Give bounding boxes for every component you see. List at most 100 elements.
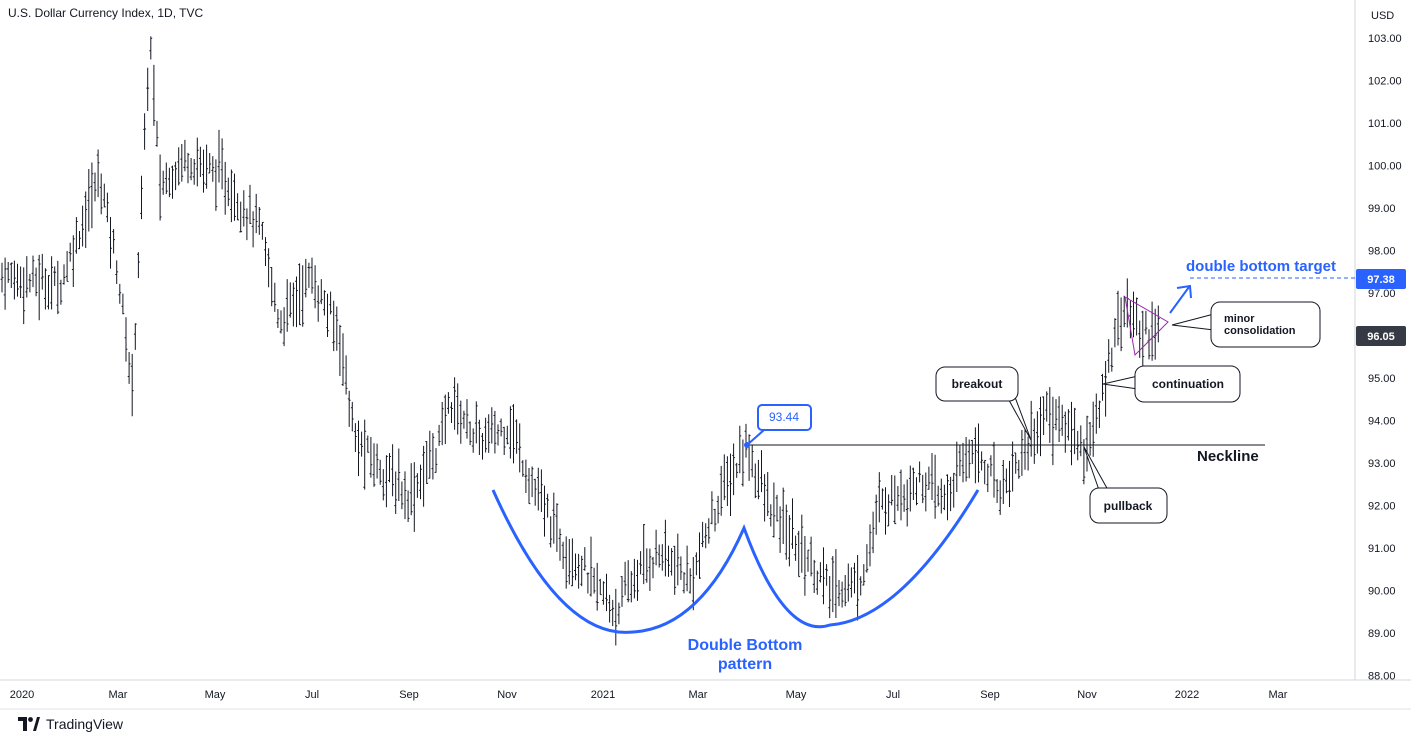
price-bar [1156, 305, 1160, 343]
minor-consolidation-pointer [1171, 313, 1215, 331]
price-bar [1110, 347, 1114, 372]
price-bar [478, 419, 481, 456]
price-bar [664, 519, 667, 577]
price-bar [992, 441, 996, 498]
price-bar [205, 144, 208, 189]
price-tick-label: 103.00 [1368, 33, 1402, 45]
price-bar [9, 262, 13, 289]
price-bar [1141, 310, 1145, 367]
price-bar [462, 410, 466, 429]
price-bar [195, 137, 199, 187]
price-bar [602, 581, 605, 605]
price-bar [1001, 459, 1005, 505]
price-bar [540, 469, 543, 513]
price-bar [106, 192, 109, 223]
price-bar [459, 400, 463, 444]
time-axis[interactable]: 2020 Mar May Jul Sep Nov 2021 Mar May Jul Sep Nov 20… [10, 689, 1288, 701]
price-bar [143, 113, 146, 150]
price-bar [561, 541, 565, 569]
peak-callout: 93.44 [744, 404, 812, 448]
price-bar [239, 201, 243, 233]
minor-consolidation-callout: minor consolidation [1171, 301, 1321, 348]
price-bar [1048, 387, 1052, 443]
price-bar [214, 159, 218, 211]
price-tick-label: 102.00 [1368, 76, 1402, 88]
price-bar [226, 177, 230, 207]
price-bar [53, 266, 57, 286]
tradingview-logo[interactable]: TradingView [18, 716, 123, 732]
price-bar [419, 464, 422, 500]
price-bar [447, 392, 450, 414]
price-bar [363, 419, 367, 490]
price-bar [180, 143, 184, 182]
price-bar [37, 254, 41, 321]
price-bar [651, 556, 655, 579]
price-bar [161, 170, 165, 195]
price-bar [629, 571, 633, 603]
price-bar [673, 545, 677, 595]
price-bar [896, 485, 900, 511]
price-bar [1017, 459, 1021, 479]
price-bar [812, 559, 816, 594]
price-bar [834, 549, 838, 618]
price-bar [341, 333, 345, 386]
price-bar [1045, 391, 1049, 422]
price-bar [614, 588, 618, 646]
price-bar [713, 508, 717, 532]
price-bar [974, 427, 977, 484]
price-bar [871, 511, 875, 554]
price-bar [357, 420, 360, 477]
price-axis[interactable]: 103.00 102.00 101.00 100.00 99.00 98.00 97.00 9… [1368, 33, 1402, 683]
price-bar [887, 494, 890, 527]
price-bar [564, 536, 568, 589]
price-bar [840, 581, 844, 608]
price-bar [329, 291, 332, 315]
price-bar [425, 441, 429, 485]
price-bar [639, 551, 642, 575]
price-bar [124, 317, 128, 362]
price-bar [391, 444, 394, 497]
price-bar [335, 306, 339, 351]
price-bar [961, 442, 965, 483]
price-bar [552, 492, 556, 544]
price-bar [766, 471, 770, 517]
price-bar [998, 480, 1002, 515]
price-bar [521, 460, 525, 477]
price-bar [369, 436, 373, 478]
price-bar [220, 138, 224, 190]
price-bar [930, 453, 934, 500]
price-bar [983, 459, 987, 485]
price-bar [276, 309, 280, 328]
price-tick-label: 100.00 [1368, 161, 1402, 173]
price-bar [1085, 415, 1089, 472]
price-bar [952, 472, 956, 508]
price-tick-label: 97.00 [1368, 288, 1396, 300]
price-bar [409, 463, 413, 516]
price-bar [716, 495, 720, 524]
last-price-tag [1356, 326, 1406, 346]
peak-label-box [757, 404, 812, 431]
price-bar [995, 478, 999, 504]
price-bar [636, 559, 639, 601]
price-bar [245, 208, 249, 241]
price-bar [735, 462, 739, 478]
price-bar [1116, 290, 1120, 346]
price-bar [1113, 318, 1117, 348]
price-bar [701, 521, 704, 548]
target-arrow [1169, 284, 1192, 314]
price-bar [828, 575, 832, 619]
price-bar [1101, 373, 1104, 401]
last-price-label: 96.05 [1367, 331, 1395, 343]
price-bar [626, 560, 630, 603]
price-bar [505, 425, 509, 445]
price-bar [549, 516, 553, 548]
price-bar [3, 257, 7, 310]
price-tick-label: 93.00 [1368, 458, 1396, 470]
price-bar [729, 453, 732, 517]
price-bar [1147, 329, 1151, 360]
price-bar [695, 552, 698, 576]
price-bar [474, 401, 478, 444]
target-price-tag [1356, 269, 1406, 289]
price-bar [47, 275, 50, 310]
price-bar [577, 553, 580, 589]
